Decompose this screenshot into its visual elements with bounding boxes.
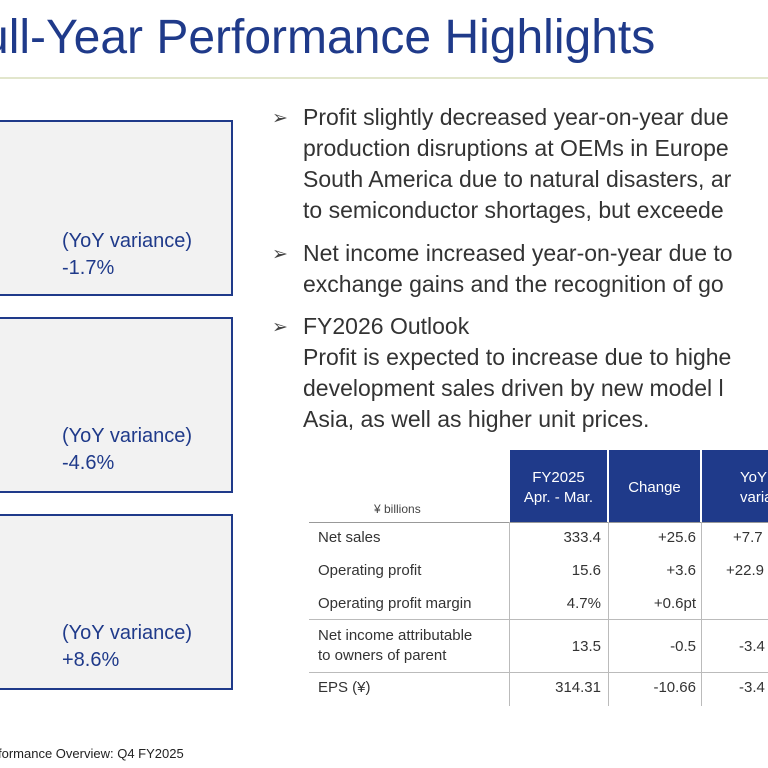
row-value-change: +3.6 bbox=[666, 562, 696, 579]
row-value-fy2025: 15.6 bbox=[571, 562, 601, 579]
bullet-line: Net income increased year-on-year due to bbox=[303, 240, 733, 266]
row-label: EPS (¥) bbox=[318, 679, 371, 696]
row-value-yoy: -3.4 bbox=[739, 679, 765, 696]
bullet-line: Profit slightly decreased year-on-year d… bbox=[303, 104, 729, 130]
bullet-line: FY2026 Outlook bbox=[303, 313, 470, 339]
kpi-box-net-income: (YoY variance) +8.6% bbox=[0, 514, 233, 690]
row-label-line2: to owners of parent bbox=[318, 647, 447, 664]
table-header-rule bbox=[309, 522, 768, 523]
bullet-line: Profit is expected to increase due to hi… bbox=[303, 344, 732, 370]
highlights-bullets: ➢ Profit slightly decreased year-on-year… bbox=[272, 102, 768, 435]
arrow-bullet-icon: ➢ bbox=[272, 244, 288, 265]
row-value-change: -0.5 bbox=[670, 638, 696, 655]
row-value-change: +25.6 bbox=[658, 529, 696, 546]
bullet-line: production disruptions at OEMs in Europe bbox=[303, 135, 729, 161]
kpi-variance-value: -1.7% bbox=[62, 257, 115, 279]
table-rule bbox=[309, 619, 768, 620]
row-value-yoy: +7.7 bbox=[733, 529, 763, 546]
bullet-line: development sales driven by new model l bbox=[303, 375, 724, 401]
arrow-bullet-icon: ➢ bbox=[272, 317, 288, 338]
row-label-line1: Net income attributable bbox=[318, 627, 473, 644]
kpi-variance-value: +8.6% bbox=[62, 649, 120, 671]
header-fy2025: FY2025 Apr. - Mar. bbox=[510, 450, 607, 522]
row-value-fy2025: 13.5 bbox=[571, 638, 601, 655]
arrow-bullet-icon: ➢ bbox=[272, 108, 288, 129]
bullet-line: South America due to natural disasters, … bbox=[303, 166, 732, 192]
row-value-fy2025: 4.7% bbox=[566, 595, 601, 612]
bullet-line: exchange gains and the recognition of go bbox=[303, 271, 724, 297]
row-value-fy2025: 314.31 bbox=[555, 679, 601, 696]
row-value-change: +0.6pt bbox=[653, 595, 696, 612]
header-change: Change bbox=[609, 450, 700, 522]
kpi-variance-value: -4.6% bbox=[62, 452, 115, 474]
kpi-variance-label: (YoY variance) bbox=[62, 622, 193, 644]
row-value-yoy: +22.9 bbox=[726, 562, 764, 579]
row-label: Net income attributable to owners of par… bbox=[318, 626, 472, 666]
header-fy2025-line2: Apr. - Mar. bbox=[523, 489, 594, 506]
row-value-change: -10.66 bbox=[653, 679, 696, 696]
kpi-box-net-sales: (YoY variance) -1.7% bbox=[0, 120, 233, 296]
bullet-profit: ➢ Profit slightly decreased year-on-year… bbox=[272, 102, 768, 226]
table-rule bbox=[309, 672, 768, 673]
row-value-fy2025: 333.4 bbox=[563, 529, 601, 546]
row-label: Operating profit bbox=[318, 562, 422, 579]
bullet-line: Asia, as well as higher unit prices. bbox=[303, 406, 650, 432]
header-yoy-line1: YoY bbox=[740, 469, 767, 486]
bullet-line: to semiconductor shortages, but exceede bbox=[303, 197, 724, 223]
row-label: Operating profit margin bbox=[318, 595, 472, 612]
header-fy2025-line1: FY2025 bbox=[532, 469, 585, 486]
row-label: Net sales bbox=[318, 529, 381, 546]
table-col-divider bbox=[701, 522, 702, 706]
table-col-divider bbox=[509, 522, 510, 706]
title-rule bbox=[0, 77, 768, 79]
footer-caption: formance Overview: Q4 FY2025 bbox=[0, 746, 184, 761]
kpi-variance-label: (YoY variance) bbox=[62, 425, 193, 447]
kpi-variance-label: (YoY variance) bbox=[62, 230, 193, 252]
table-col-divider bbox=[608, 522, 609, 706]
header-change-label: Change bbox=[628, 479, 681, 496]
header-yoy-line2: varian bbox=[740, 489, 768, 506]
kpi-box-operating-profit: (YoY variance) -4.6% bbox=[0, 317, 233, 493]
row-value-yoy: -3.4 bbox=[739, 638, 765, 655]
bullet-net-income: ➢ Net income increased year-on-year due … bbox=[272, 238, 768, 300]
page-title: ull-Year Performance Highlights bbox=[0, 11, 656, 64]
header-yoy-variance: YoY varian bbox=[702, 450, 768, 522]
units-label: ¥ billions bbox=[374, 502, 421, 516]
bullet-outlook: ➢ FY2026 Outlook Profit is expected to i… bbox=[272, 311, 768, 435]
